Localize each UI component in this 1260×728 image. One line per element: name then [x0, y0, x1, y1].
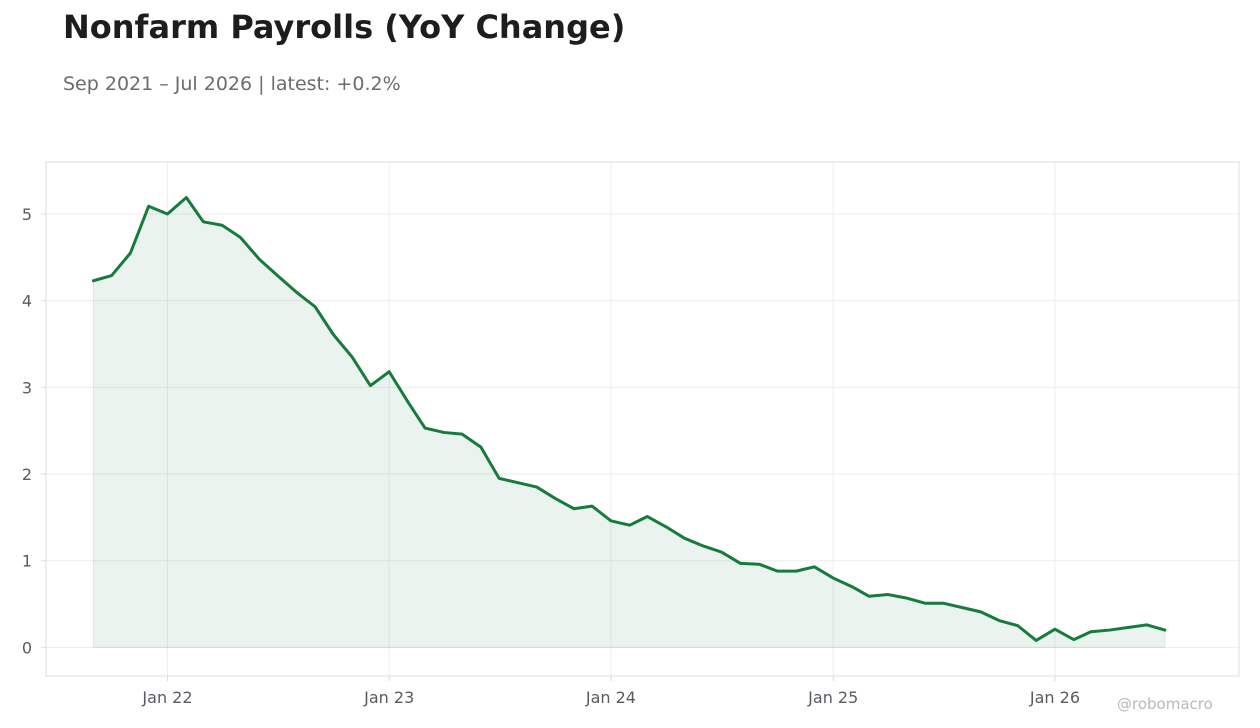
chart-subtitle: Sep 2021 – Jul 2026 | latest: +0.2%: [63, 73, 401, 95]
x-tick-label: Jan 23: [363, 688, 414, 707]
chart-title: Nonfarm Payrolls (YoY Change): [63, 8, 626, 46]
x-tick-label: Jan 25: [807, 688, 858, 707]
x-tick-label: Jan 22: [141, 688, 192, 707]
y-tick-label: 4: [22, 292, 32, 311]
plot-frame: [45, 161, 1240, 677]
y-tick-label: 1: [22, 552, 32, 571]
y-tick-label: 5: [22, 205, 32, 224]
y-tick-label: 3: [22, 378, 32, 397]
y-tick-label: 0: [22, 638, 32, 657]
series-line: [91, 196, 1167, 642]
x-tick-label: Jan 24: [585, 688, 636, 707]
y-tick-label: 2: [22, 465, 32, 484]
x-tick-label: Jan 26: [1029, 688, 1080, 707]
series-area: [92, 196, 1166, 648]
watermark: @robomacro: [1117, 695, 1213, 713]
